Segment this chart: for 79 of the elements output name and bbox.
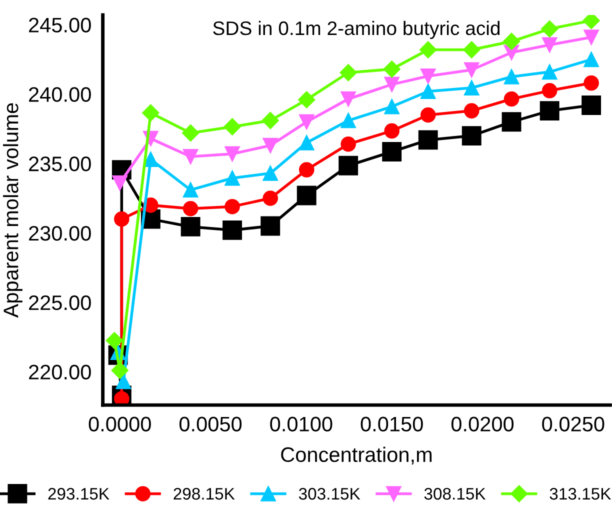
y-tick-label: 220.00 — [29, 364, 91, 380]
legend-label: 303.15K — [298, 488, 360, 500]
point — [463, 41, 480, 58]
point — [182, 182, 198, 198]
point — [296, 186, 316, 206]
point — [502, 32, 520, 50]
point — [384, 123, 400, 139]
point — [106, 332, 123, 350]
legend-label: 298.15K — [174, 488, 235, 500]
point — [584, 52, 599, 68]
x-tick-label: 0.0200 — [451, 416, 514, 432]
point — [262, 112, 279, 130]
x-tick-label: 0.0050 — [179, 416, 242, 432]
point — [420, 41, 437, 58]
y-tick-label: 240.00 — [29, 87, 91, 102]
point — [584, 30, 599, 45]
point — [224, 170, 240, 186]
point — [114, 211, 130, 227]
point — [340, 64, 357, 82]
point — [298, 91, 316, 108]
point — [262, 166, 278, 181]
point — [180, 216, 200, 236]
chart-title: SDS in 0.1m 2-amino butyric acid — [213, 20, 500, 39]
point — [224, 146, 240, 162]
point — [464, 62, 480, 78]
point — [111, 362, 128, 379]
point — [298, 162, 314, 178]
point — [541, 20, 558, 38]
point — [298, 135, 314, 150]
point — [504, 91, 520, 107]
point — [584, 75, 599, 91]
point — [182, 148, 198, 164]
legend-label: 308.15K — [424, 488, 486, 500]
x-tick-label: 0.0150 — [360, 416, 423, 432]
point — [504, 69, 520, 84]
x-tick-label: 0.0000 — [88, 416, 151, 432]
x-tick-label: 0.0100 — [270, 416, 332, 432]
point — [340, 112, 356, 128]
x-tick-label: 0.0250 — [542, 416, 604, 432]
legend-label: 293.15K — [48, 488, 110, 500]
point — [262, 190, 278, 206]
point — [382, 142, 402, 162]
point — [542, 37, 558, 53]
point — [384, 98, 400, 114]
point — [464, 80, 480, 96]
point — [182, 201, 198, 216]
point — [298, 114, 314, 130]
point — [540, 101, 560, 121]
point — [262, 138, 278, 154]
y-tick-label: 235.00 — [29, 156, 91, 172]
point — [260, 216, 280, 236]
point — [182, 124, 200, 142]
point — [222, 220, 242, 240]
point — [224, 118, 241, 136]
legend-label: 313.15K — [550, 488, 612, 500]
point — [384, 76, 400, 92]
point — [143, 152, 158, 168]
point — [340, 91, 356, 107]
point — [224, 198, 240, 214]
x-axis-title: Concentration,m — [281, 446, 432, 464]
point — [464, 103, 480, 118]
y-tick-label: 245.00 — [29, 18, 91, 32]
point — [542, 64, 558, 80]
y-tick-label: 225.00 — [29, 295, 91, 310]
point — [418, 130, 438, 150]
point — [582, 96, 602, 115]
point — [383, 60, 400, 78]
y-axis-title: Apparent molar volume — [3, 103, 22, 318]
point — [420, 68, 436, 84]
point — [142, 104, 160, 122]
y-tick-label: 230.00 — [29, 226, 91, 241]
point — [420, 107, 436, 123]
point — [338, 156, 358, 176]
point — [502, 112, 522, 132]
point — [542, 83, 558, 98]
point — [340, 136, 356, 152]
point — [420, 84, 436, 100]
point — [112, 175, 128, 191]
point — [462, 126, 482, 146]
